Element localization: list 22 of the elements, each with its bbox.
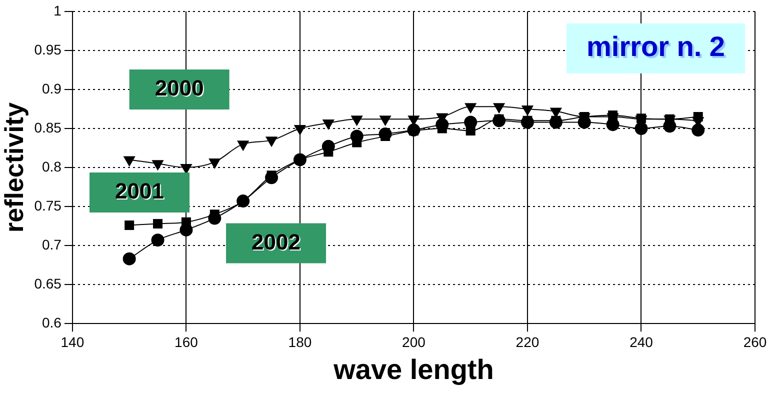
x-tick-label: 160	[174, 334, 198, 350]
series-label: 2001	[116, 180, 165, 205]
y-tick-label: 0.65	[34, 275, 62, 292]
x-tick-label: 260	[743, 334, 767, 350]
y-tick-label: 0.95	[34, 41, 62, 58]
text: mirror n. 2	[588, 33, 727, 64]
y-tick-label: 0.8	[42, 158, 62, 174]
y-tick-label: 1	[54, 2, 62, 18]
x-tick-label: 220	[516, 334, 540, 350]
x-axis-title: wave length	[332, 354, 494, 385]
y-tick-label: 0.6	[42, 314, 62, 330]
x-tick-label: 200	[402, 334, 426, 350]
y-tick-label: 0.7	[42, 236, 62, 252]
x-tick-label: 180	[288, 334, 312, 350]
y-tick-label: 0.9	[42, 80, 62, 96]
y-axis-title: reflectivity	[0, 102, 29, 233]
y-tick-label: 0.85	[34, 119, 62, 136]
x-tick-label: 140	[60, 334, 84, 350]
x-tick-label: 240	[630, 334, 654, 350]
text: 2000	[156, 76, 205, 102]
series-label: 2002	[252, 229, 300, 254]
y-tick-label: 0.75	[34, 197, 62, 214]
